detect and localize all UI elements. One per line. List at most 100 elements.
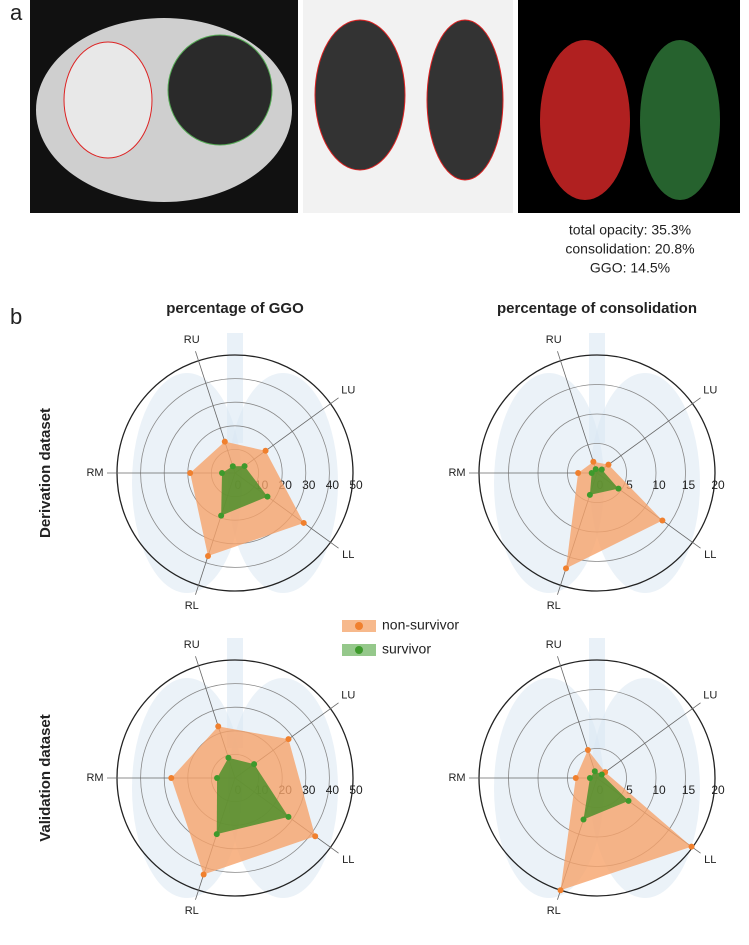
r-tick-label: 5 <box>626 783 633 797</box>
r-tick-label: 50 <box>349 478 363 492</box>
stat: GGO: 14.5% <box>590 260 670 276</box>
radar-point <box>218 512 225 519</box>
radar-point <box>205 553 212 560</box>
radar-point <box>563 565 570 572</box>
radar-point <box>300 519 307 526</box>
legend-dot <box>355 646 363 654</box>
trachea-backdrop <box>589 333 605 443</box>
axis-label: LL <box>342 854 354 866</box>
axis-label: RM <box>448 772 465 784</box>
radar-point <box>251 761 258 768</box>
radar-point <box>590 458 597 465</box>
axis-label: RU <box>184 334 200 346</box>
radar-point <box>229 463 236 470</box>
right-lung <box>63 41 153 159</box>
axis-label: LL <box>342 549 354 561</box>
radar-point <box>214 775 221 781</box>
trachea-backdrop <box>589 638 605 748</box>
r-tick-label: 15 <box>682 478 696 492</box>
axis-label: RU <box>546 639 562 651</box>
axis-label: LU <box>341 690 355 702</box>
coronal-right <box>314 19 406 171</box>
radar-point <box>187 470 194 476</box>
trachea-backdrop <box>227 333 243 443</box>
radar-point <box>215 723 222 730</box>
radar-point <box>615 485 622 492</box>
render-right <box>540 40 630 200</box>
radar-point <box>221 438 228 445</box>
row-label: Derivation dataset <box>37 408 54 538</box>
radar-area <box>221 466 268 516</box>
axis-line <box>596 702 701 779</box>
panel-label: a <box>10 0 23 25</box>
axis-label: RM <box>86 772 103 784</box>
column-title: percentage of consolidation <box>497 300 697 317</box>
coronal-left <box>426 19 504 181</box>
radar-area <box>566 461 663 569</box>
legend-label: survivor <box>382 641 431 657</box>
radar-point <box>200 871 207 878</box>
panel-label: b <box>10 304 22 329</box>
radar-point <box>262 447 269 454</box>
axis-label: RL <box>547 600 561 612</box>
r-tick-label: 30 <box>302 783 316 797</box>
radar-point <box>591 768 598 775</box>
radar-point <box>598 771 605 778</box>
left-lung <box>167 34 273 146</box>
row-label: Validation dataset <box>37 714 54 842</box>
axis-label: RM <box>448 467 465 479</box>
r-tick-label: 15 <box>682 783 696 797</box>
radar-point <box>598 466 605 473</box>
radar-point <box>264 493 271 500</box>
axis-line <box>596 397 701 474</box>
stat: total opacity: 35.3% <box>569 222 691 238</box>
axis-label: RU <box>546 334 562 346</box>
legend-label: non-survivor <box>382 617 459 633</box>
radar-point <box>312 833 319 840</box>
radar-point <box>285 736 292 743</box>
radar-point <box>241 463 248 470</box>
radar-point <box>588 470 595 476</box>
radar-area <box>216 757 289 835</box>
radar-area <box>589 469 619 495</box>
radar-point <box>575 470 582 476</box>
trachea-backdrop <box>227 638 243 748</box>
radar-point <box>584 746 591 753</box>
r-tick-label: 40 <box>326 783 340 797</box>
radar-point <box>285 813 292 820</box>
radar-point <box>225 754 232 761</box>
radar-point <box>625 797 632 804</box>
r-tick-label: 30 <box>302 478 316 492</box>
radar-point <box>580 816 587 823</box>
axis-label: LL <box>704 549 716 561</box>
render-left <box>640 40 720 200</box>
radar-point <box>688 843 695 850</box>
radar-point <box>586 775 593 781</box>
axis-label: RL <box>185 905 199 917</box>
stat: consolidation: 20.8% <box>565 241 694 257</box>
r-tick-label: 20 <box>711 478 725 492</box>
r-tick-label: 40 <box>326 478 340 492</box>
radar-point <box>219 470 226 476</box>
radar-point <box>557 887 564 894</box>
r-tick-label: 5 <box>626 478 633 492</box>
r-tick-label: 20 <box>711 783 725 797</box>
radar-point <box>659 517 666 524</box>
ct-images <box>30 0 740 213</box>
axis-label: LU <box>703 385 717 397</box>
radar-point <box>168 775 175 781</box>
radar-point <box>592 466 599 473</box>
axis-label: RL <box>185 600 199 612</box>
axis-line <box>557 351 598 474</box>
radar-area <box>583 771 629 820</box>
axis-label: RU <box>184 639 200 651</box>
radar-point <box>572 775 579 781</box>
axis-label: LL <box>704 854 716 866</box>
r-tick-label: 10 <box>652 783 666 797</box>
axis-label: RL <box>547 905 561 917</box>
r-tick-label: 50 <box>349 783 363 797</box>
radar-point <box>213 831 220 838</box>
axis-label: LU <box>341 385 355 397</box>
radar-point <box>586 491 593 498</box>
